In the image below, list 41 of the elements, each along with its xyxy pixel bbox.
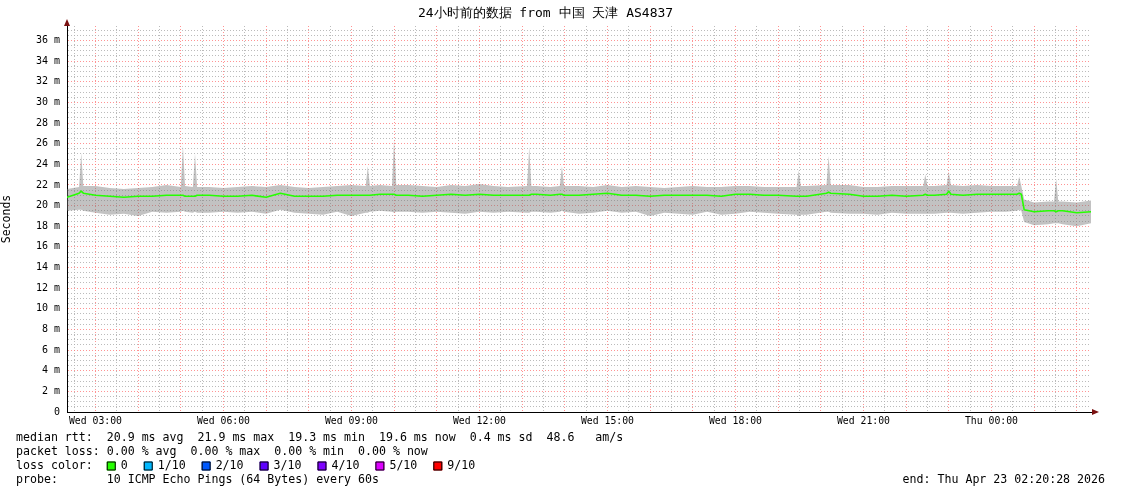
y-tick-label: 20 m xyxy=(35,199,60,211)
x-tick-label: Wed 09:00 xyxy=(324,415,379,427)
x-tick-label: Wed 12:00 xyxy=(452,415,507,427)
y-tick-label: 14 m xyxy=(35,261,60,273)
x-tick-label: Wed 15:00 xyxy=(580,415,635,427)
y-tick-label: 2 m xyxy=(41,384,60,396)
legend-label: 4/10 xyxy=(331,458,360,473)
x-tick-label: Wed 21:00 xyxy=(836,415,891,427)
legend-label: 0 xyxy=(120,458,128,473)
y-tick-label: 34 m xyxy=(35,54,60,66)
text: probe: 10 ICMP Echo Pings (64 Bytes) every 60s xyxy=(16,472,379,487)
y-tick-label: 28 m xyxy=(35,116,60,128)
legend-label: 5/10 xyxy=(389,458,418,473)
y-tick-label: 12 m xyxy=(35,281,60,293)
x-tick-label: Wed 18:00 xyxy=(708,415,763,427)
legend-label: 2/10 xyxy=(215,458,244,473)
text: median rtt: 20.9 ms avg 21.9 ms max 19.3 ms min 19.6 ms now 0.4 ms sd 48.6 am/s xyxy=(16,430,624,445)
y-tick-label: 18 m xyxy=(35,219,60,231)
y-tick-label: 6 m xyxy=(41,343,60,355)
x-tick-label: Thu 00:00 xyxy=(964,415,1019,427)
y-tick-label: 24 m xyxy=(35,157,60,169)
y-tick-label: 26 m xyxy=(35,137,60,149)
text: packet loss: 0.00 % avg 0.00 % max 0.00 % min 0.00 % now xyxy=(16,444,428,459)
y-tick-label: 32 m xyxy=(35,75,60,87)
y-tick-label: 10 m xyxy=(35,302,60,314)
x-tick-label: Wed 03:00 xyxy=(68,415,123,427)
y-tick-label: 30 m xyxy=(35,95,60,107)
y-tick-label: 4 m xyxy=(41,364,60,376)
legend-label: 1/10 xyxy=(157,458,186,473)
y-tick-label: 16 m xyxy=(35,240,60,252)
chart-title: 24小时前的数据 from 中国 天津 AS4837 xyxy=(417,5,674,21)
x-tick-label: Wed 06:00 xyxy=(196,415,251,427)
legend-label: 9/10 xyxy=(447,458,476,473)
y-tick-label: 22 m xyxy=(35,178,60,190)
y-tick-label: 0 xyxy=(53,405,60,417)
y-tick-label: 36 m xyxy=(35,34,60,46)
y-axis-title: Seconds xyxy=(0,194,13,244)
text: end: Thu Apr 23 02:20:28 2026 xyxy=(902,472,1106,487)
y-tick-label: 8 m xyxy=(41,323,60,335)
legend-label: 3/10 xyxy=(273,458,302,473)
legend-title: loss color: xyxy=(16,458,93,473)
